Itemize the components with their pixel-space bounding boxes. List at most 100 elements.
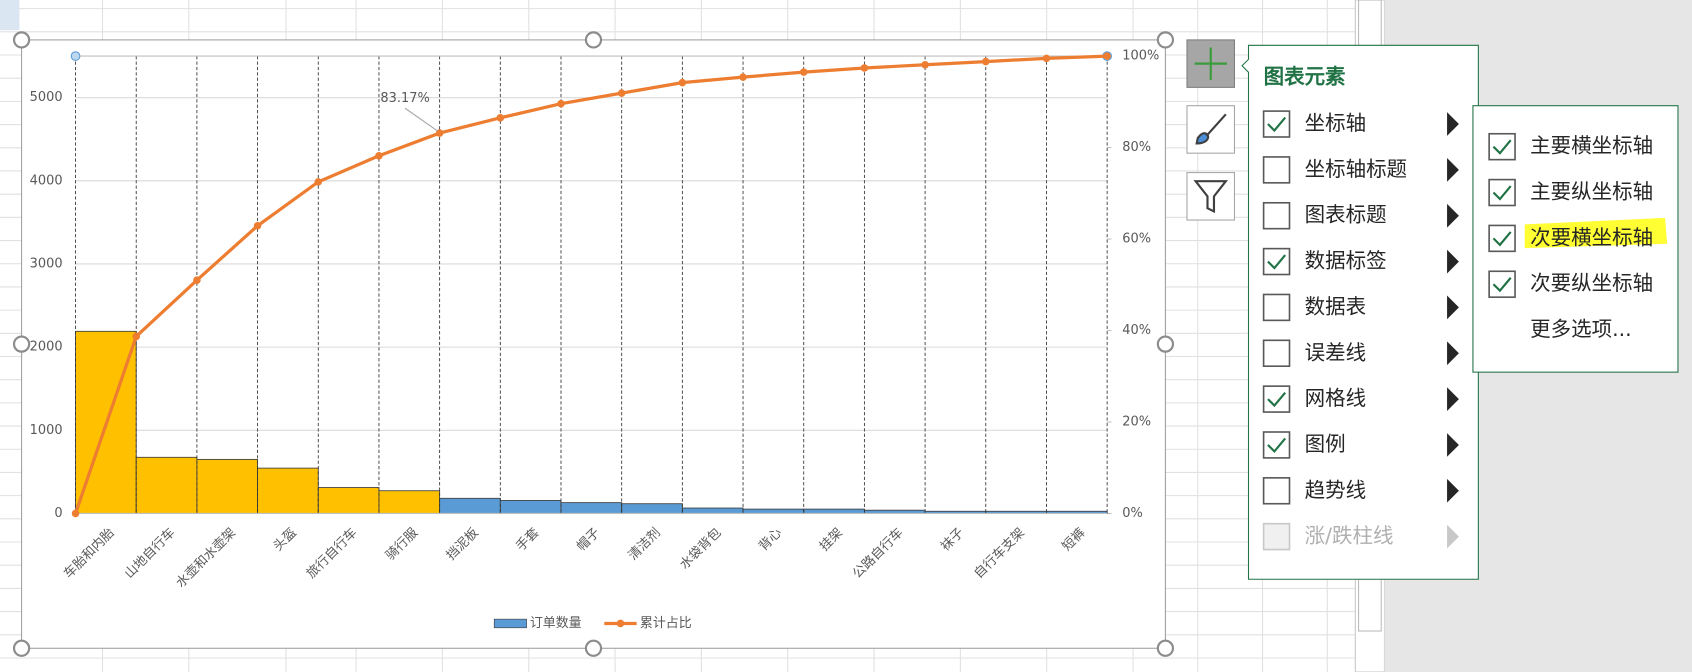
- bar: [135, 456, 198, 514]
- chart-filters-button[interactable]: [1186, 172, 1236, 221]
- checkmark: [1492, 185, 1512, 201]
- checkbox[interactable]: [1488, 270, 1516, 298]
- submenu-item-label[interactable]: 主要纵坐标轴: [1530, 180, 1653, 204]
- checkbox[interactable]: [1262, 293, 1291, 322]
- menu-item-label[interactable]: 坐标轴: [1305, 111, 1366, 135]
- resize-handle[interactable]: [1156, 335, 1175, 353]
- y2-tick-label: 60%: [1122, 232, 1151, 247]
- submenu-arrow: [1447, 112, 1459, 136]
- bar: [378, 490, 441, 514]
- line-point: [799, 68, 808, 76]
- y2-tick-label: 80%: [1122, 140, 1151, 155]
- submenu-arrow: [1447, 524, 1459, 549]
- checkbox[interactable]: [1262, 156, 1291, 184]
- checkbox[interactable]: [1262, 201, 1291, 230]
- y-tick-label: 5000: [30, 90, 63, 105]
- y2-tick-label: 0%: [1122, 506, 1143, 521]
- line-point: [71, 509, 80, 518]
- y2-tick-label: 20%: [1122, 414, 1151, 429]
- resize-handle[interactable]: [12, 31, 31, 49]
- submenu-item-label[interactable]: 主要横坐标轴: [1530, 134, 1653, 158]
- bar: [621, 503, 683, 514]
- legend-label: 订单数量: [530, 616, 582, 631]
- menu-item-label[interactable]: 图表标题: [1305, 203, 1387, 227]
- menu-item-label[interactable]: 网格线: [1305, 386, 1366, 410]
- y-tick-label: 2000: [30, 340, 63, 355]
- more-options[interactable]: 更多选项...: [1530, 317, 1632, 341]
- line-point: [557, 99, 565, 108]
- line-point: [193, 276, 201, 284]
- checkbox[interactable]: [1262, 110, 1291, 138]
- submenu-arrow: [1447, 158, 1459, 182]
- checkbox[interactable]: [1488, 178, 1516, 207]
- bar: [196, 458, 259, 514]
- resize-handle[interactable]: [584, 639, 603, 657]
- brush-icon: [1195, 113, 1227, 145]
- line: [74, 54, 1108, 514]
- resize-handles[interactable]: [12, 31, 1175, 657]
- checkbox[interactable]: [1262, 247, 1291, 276]
- line-point: [132, 332, 140, 341]
- menu-item-label[interactable]: 坐标轴标题: [1305, 157, 1407, 181]
- menu-item-label[interactable]: 涨/跌柱线: [1305, 524, 1394, 548]
- submenu-arrow: [1447, 387, 1459, 411]
- resize-handle[interactable]: [1156, 639, 1175, 657]
- menu-title: 图表元素: [1264, 65, 1346, 89]
- line-point: [375, 152, 383, 160]
- y-tick-label: 3000: [30, 256, 63, 271]
- line-point: [435, 129, 444, 137]
- resize-handle[interactable]: [12, 335, 31, 353]
- line-point: [860, 64, 869, 72]
- checkbox[interactable]: [1488, 224, 1516, 253]
- menu-item-label[interactable]: 误差线: [1305, 340, 1366, 364]
- submenu-item-label[interactable]: 次要横坐标轴: [1530, 225, 1653, 249]
- line-point: [1042, 54, 1051, 63]
- menu-item-label[interactable]: 数据标签: [1305, 249, 1387, 273]
- menu-item-label[interactable]: 数据表: [1305, 294, 1366, 318]
- checkmark: [1492, 231, 1512, 247]
- leader-line: [404, 107, 438, 132]
- submenu-arrow: [1447, 433, 1459, 457]
- line-point: [496, 114, 505, 122]
- y-tick-label: 1000: [30, 423, 63, 438]
- y2-tick-label: 100%: [1122, 49, 1159, 64]
- line-point: [921, 61, 929, 69]
- chart-frame[interactable]: [21, 39, 1166, 649]
- checkmark: [1267, 437, 1287, 454]
- checkbox[interactable]: [1488, 132, 1516, 161]
- submenu-arrow: [1447, 249, 1459, 274]
- checkbox[interactable]: [1262, 477, 1291, 505]
- submenu-arrow: [1447, 341, 1459, 366]
- y-tick-label: 4000: [30, 173, 63, 188]
- checkbox[interactable]: [1262, 339, 1291, 368]
- line-point: [981, 57, 990, 66]
- bar: [317, 487, 380, 514]
- resize-handle[interactable]: [584, 31, 603, 49]
- checkmark: [1267, 254, 1287, 270]
- line-point: [617, 89, 626, 97]
- checkmark: [1267, 391, 1287, 408]
- bar: [439, 497, 501, 514]
- submenu-arrow: [1447, 295, 1459, 320]
- chart-styles-button[interactable]: [1186, 105, 1236, 154]
- checkbox[interactable]: [1262, 385, 1291, 413]
- legend-swatch: [493, 618, 527, 629]
- menu-item-label[interactable]: 趋势线: [1305, 478, 1366, 502]
- submenu-item-label[interactable]: 次要纵坐标轴: [1530, 271, 1653, 295]
- filter-icon: [1193, 180, 1229, 214]
- resize-handle[interactable]: [1156, 31, 1175, 49]
- bar: [499, 500, 562, 514]
- checkbox[interactable]: [1262, 431, 1291, 459]
- submenu-arrow: [1447, 203, 1459, 228]
- bar: [803, 508, 865, 514]
- legend-dot: [616, 619, 625, 628]
- resize-handle[interactable]: [12, 639, 31, 657]
- data-label: 83.17%: [380, 91, 429, 106]
- line-point: [253, 221, 262, 230]
- checkmark: [1492, 277, 1512, 293]
- checkbox[interactable]: [1262, 522, 1291, 551]
- bar: [560, 502, 623, 514]
- menu-item-label[interactable]: 图例: [1305, 432, 1346, 456]
